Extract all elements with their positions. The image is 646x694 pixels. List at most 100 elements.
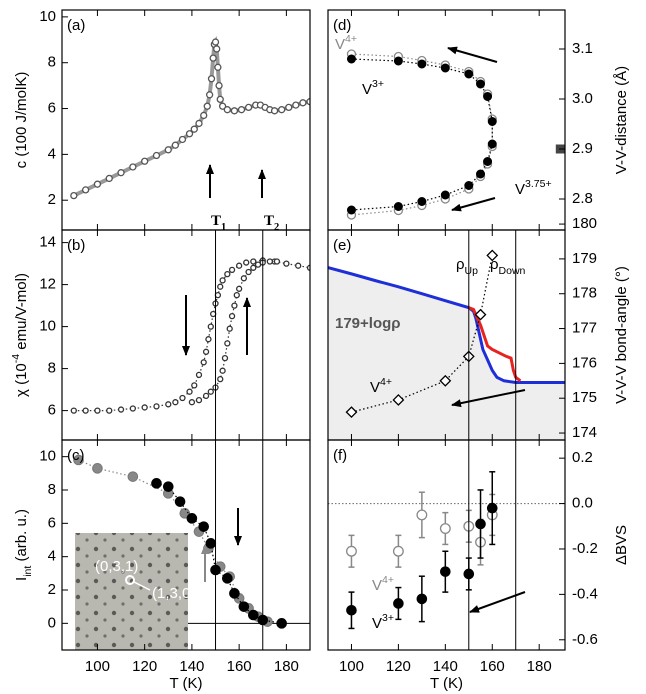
point bbox=[195, 396, 203, 404]
text-part: V bbox=[372, 577, 382, 594]
point bbox=[250, 264, 257, 271]
arrow bbox=[469, 591, 526, 613]
point bbox=[464, 69, 474, 79]
y-tick-label: 2 bbox=[48, 581, 56, 598]
point bbox=[214, 63, 222, 71]
point bbox=[346, 54, 356, 64]
y-tick-label: 6 bbox=[48, 100, 56, 117]
arrow bbox=[451, 389, 526, 408]
y-tick-label: 2.8 bbox=[572, 190, 593, 207]
text-part: int bbox=[22, 566, 34, 577]
series-line bbox=[73, 259, 310, 412]
point bbox=[171, 141, 180, 149]
y-tick-label: 12 bbox=[39, 276, 56, 293]
y-tick-label: 2.9 bbox=[572, 140, 593, 157]
point bbox=[186, 388, 193, 395]
annotation: V3+ bbox=[362, 78, 384, 98]
annotation: V3+ bbox=[372, 612, 394, 632]
point bbox=[237, 106, 246, 114]
inset-image bbox=[75, 533, 188, 650]
point bbox=[231, 302, 238, 309]
point bbox=[93, 180, 102, 188]
point bbox=[243, 259, 250, 266]
point bbox=[73, 454, 84, 466]
text-part: T bbox=[211, 213, 221, 229]
point bbox=[224, 270, 231, 278]
point bbox=[200, 111, 208, 120]
point bbox=[440, 566, 451, 577]
point bbox=[417, 197, 427, 206]
point bbox=[474, 308, 487, 321]
point bbox=[178, 135, 187, 144]
point bbox=[210, 310, 217, 318]
panel-label: (d) bbox=[333, 17, 351, 34]
point bbox=[345, 406, 358, 419]
point bbox=[235, 262, 243, 269]
point bbox=[292, 101, 300, 109]
text-part: (arb. u.) bbox=[13, 509, 30, 566]
series-line bbox=[351, 58, 493, 211]
annotation: T1 bbox=[211, 213, 226, 232]
point bbox=[416, 593, 428, 605]
arrow bbox=[447, 46, 498, 63]
series-label: ρUp bbox=[456, 256, 478, 277]
point bbox=[207, 388, 214, 395]
point bbox=[188, 399, 196, 406]
point bbox=[270, 107, 279, 115]
plot-area bbox=[346, 49, 565, 220]
point bbox=[141, 404, 148, 411]
point bbox=[226, 325, 233, 332]
point bbox=[217, 283, 224, 290]
point bbox=[393, 202, 403, 211]
text-part: I bbox=[13, 577, 30, 581]
y-axis-title: V-V-distance (Å) bbox=[613, 66, 630, 174]
point bbox=[266, 258, 273, 265]
point bbox=[487, 139, 497, 149]
point bbox=[276, 618, 287, 629]
point bbox=[203, 102, 211, 110]
x-tick-label: 180 bbox=[527, 658, 552, 675]
point bbox=[248, 609, 259, 621]
point bbox=[190, 125, 198, 133]
y-tick-label: 176 bbox=[572, 354, 597, 371]
point bbox=[228, 266, 236, 274]
point bbox=[92, 463, 103, 474]
point bbox=[299, 99, 307, 107]
point bbox=[228, 312, 236, 320]
y-tick-label: 3.0 bbox=[572, 90, 593, 107]
point bbox=[278, 106, 286, 114]
text-part: 2 bbox=[274, 222, 279, 233]
text-part: V bbox=[372, 615, 382, 632]
y-tick-label: 6 bbox=[48, 402, 56, 419]
point bbox=[224, 340, 231, 347]
point bbox=[215, 81, 223, 90]
point bbox=[174, 496, 186, 507]
y-tick-label: 180 bbox=[572, 215, 597, 232]
point bbox=[217, 375, 224, 383]
x-tick-label: 100 bbox=[85, 658, 110, 675]
y-tick-label: 14 bbox=[39, 234, 56, 251]
series-line bbox=[351, 255, 493, 413]
point bbox=[285, 103, 293, 112]
text-part: Down bbox=[499, 265, 526, 277]
point bbox=[240, 275, 248, 282]
x-tick-label: 120 bbox=[132, 658, 157, 675]
point bbox=[486, 502, 498, 514]
annotation: 179+logρ bbox=[335, 315, 401, 332]
text-part: -4 bbox=[10, 354, 22, 363]
panel-label: (a) bbox=[67, 17, 85, 34]
point bbox=[195, 371, 203, 379]
point bbox=[486, 249, 499, 262]
x-axis-title: T (K) bbox=[430, 675, 463, 692]
y-tick-label: 8 bbox=[48, 54, 56, 71]
point bbox=[105, 174, 113, 183]
x-tick-label: 140 bbox=[179, 658, 204, 675]
text-part: 3.75+ bbox=[525, 178, 552, 190]
text-part: ρ bbox=[490, 256, 499, 273]
point bbox=[165, 401, 172, 408]
frame bbox=[61, 439, 311, 651]
text-part: V bbox=[370, 379, 380, 396]
point bbox=[464, 181, 474, 190]
point bbox=[222, 573, 233, 584]
